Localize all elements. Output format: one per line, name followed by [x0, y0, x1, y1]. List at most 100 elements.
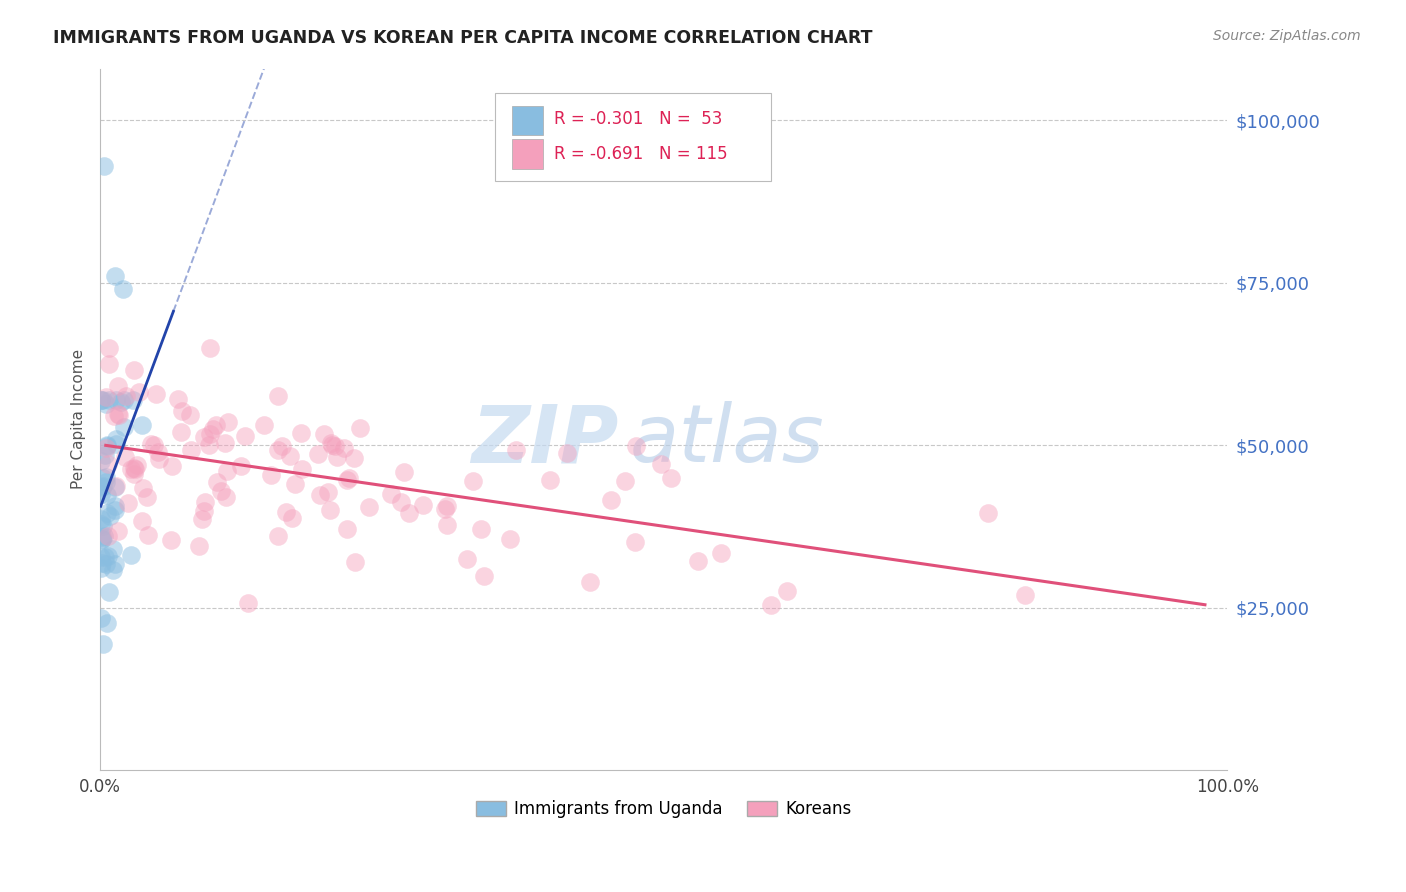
Point — [91, 471, 114, 485]
Point — [339, 470, 361, 484]
Point — [202, 422, 225, 436]
Point — [194, 495, 217, 509]
Point — [215, 490, 238, 504]
Point — [90, 610, 112, 624]
Point — [90, 392, 112, 407]
Point — [335, 473, 357, 487]
Point — [105, 437, 128, 451]
Text: R = -0.691   N = 115: R = -0.691 N = 115 — [554, 145, 728, 163]
Point — [190, 512, 212, 526]
Point — [578, 574, 600, 589]
Point — [139, 437, 162, 451]
Point — [97, 529, 120, 543]
Point — [124, 462, 146, 476]
Point — [107, 379, 129, 393]
Point — [97, 358, 120, 372]
Point — [104, 499, 127, 513]
Point — [96, 438, 118, 452]
Point — [91, 532, 114, 546]
Point — [276, 506, 298, 520]
Point — [217, 415, 239, 429]
Point — [349, 421, 371, 435]
Point — [326, 450, 349, 464]
Point — [120, 462, 142, 476]
Y-axis label: Per Capita Income: Per Capita Income — [72, 349, 86, 490]
Point — [193, 504, 215, 518]
Point — [91, 530, 114, 544]
Point — [128, 385, 150, 400]
Point — [319, 436, 342, 450]
Text: Source: ZipAtlas.com: Source: ZipAtlas.com — [1213, 29, 1361, 43]
Point — [108, 408, 131, 422]
Point — [104, 503, 127, 517]
Point — [209, 483, 232, 498]
Point — [217, 464, 239, 478]
Point — [111, 282, 134, 296]
Point — [463, 475, 485, 489]
Point — [389, 495, 412, 509]
Point — [623, 534, 645, 549]
Point — [284, 477, 307, 491]
Point — [333, 441, 356, 455]
Point — [233, 428, 256, 442]
Point — [90, 561, 112, 575]
Point — [236, 596, 259, 610]
Point — [131, 417, 153, 432]
Point — [359, 500, 381, 515]
Point — [94, 550, 117, 565]
Point — [98, 392, 121, 407]
Point — [436, 499, 458, 513]
Point — [97, 457, 120, 471]
Point — [97, 341, 120, 355]
Point — [253, 417, 276, 432]
Point — [138, 528, 160, 542]
FancyBboxPatch shape — [495, 93, 770, 181]
Point — [398, 506, 420, 520]
Text: R = -0.301   N =  53: R = -0.301 N = 53 — [554, 110, 723, 128]
Point — [96, 488, 118, 502]
Point — [122, 467, 145, 481]
Point — [505, 443, 527, 458]
Point — [200, 426, 222, 441]
Point — [112, 392, 135, 407]
Point — [650, 457, 672, 471]
Point — [94, 390, 117, 404]
Point — [380, 487, 402, 501]
Point — [101, 563, 124, 577]
Point — [96, 439, 118, 453]
Point — [167, 392, 190, 406]
Point — [470, 522, 492, 536]
Point — [499, 533, 522, 547]
Point — [179, 408, 201, 422]
Point — [98, 508, 121, 523]
Point — [104, 557, 127, 571]
Point — [343, 556, 366, 570]
Point — [107, 524, 129, 538]
Point — [142, 438, 165, 452]
Point — [434, 501, 457, 516]
Point — [96, 615, 118, 630]
Point — [122, 362, 145, 376]
Point — [280, 450, 302, 464]
Point — [710, 546, 733, 560]
Point — [103, 541, 125, 556]
Point — [148, 445, 170, 459]
Point — [323, 439, 346, 453]
Point — [1014, 588, 1036, 602]
Legend: Immigrants from Uganda, Koreans: Immigrants from Uganda, Koreans — [470, 794, 859, 825]
Bar — [512, 139, 543, 169]
Point — [308, 488, 330, 502]
Point — [214, 435, 236, 450]
Point — [229, 458, 252, 473]
Point — [312, 427, 335, 442]
Point — [557, 446, 579, 460]
Point — [307, 447, 329, 461]
Point — [136, 490, 159, 504]
Point — [614, 474, 637, 488]
Point — [600, 493, 623, 508]
Point — [93, 159, 115, 173]
Point — [90, 512, 112, 526]
Point — [90, 549, 112, 564]
Point — [91, 518, 114, 533]
Point — [336, 522, 359, 536]
